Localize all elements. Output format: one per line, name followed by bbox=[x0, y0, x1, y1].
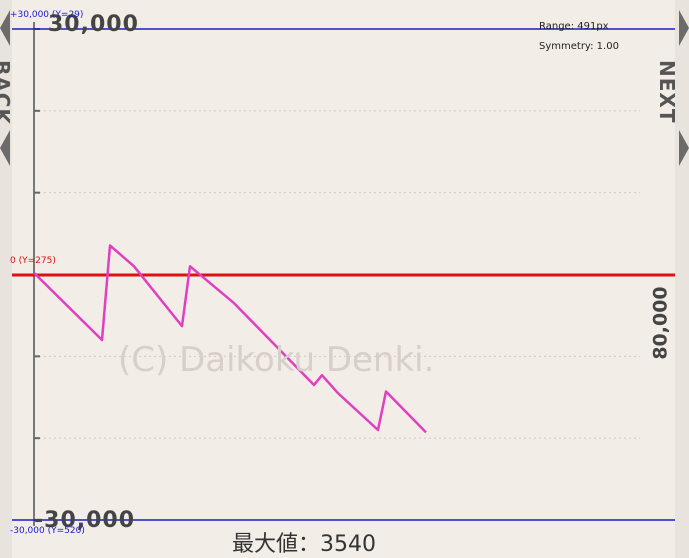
ref-label-bottom: -30,000 (Y=520) bbox=[10, 526, 85, 536]
ref-label-zero: 0 (Y=275) bbox=[10, 256, 56, 266]
max-value-label: 最大値：3540 bbox=[232, 532, 376, 557]
next-label: NEXT bbox=[655, 60, 679, 124]
ref-label-top: +30,000 (Y=29) bbox=[10, 10, 84, 20]
series-line bbox=[33, 244, 427, 434]
chevron-right-icon bbox=[679, 130, 689, 166]
side-value-label: 80,000 bbox=[649, 286, 672, 360]
range-info: Range: 491px bbox=[539, 21, 609, 32]
watermark-text: (C) Daikoku Denki. bbox=[118, 340, 435, 380]
back-label: BACK bbox=[0, 60, 14, 125]
symmetry-info: Symmetry: 1.00 bbox=[539, 41, 619, 52]
chevron-left-icon bbox=[0, 10, 10, 46]
back-nav[interactable]: BACK bbox=[0, 0, 14, 558]
next-nav[interactable]: NEXT bbox=[655, 0, 689, 558]
y-tick-label-bottom: -30,000 bbox=[34, 508, 136, 533]
series-group bbox=[33, 244, 427, 434]
y-tick-label-top: 30,000 bbox=[48, 12, 139, 37]
chevron-right-icon bbox=[679, 10, 689, 46]
grid bbox=[34, 110, 640, 439]
chevron-left-icon bbox=[0, 130, 10, 166]
